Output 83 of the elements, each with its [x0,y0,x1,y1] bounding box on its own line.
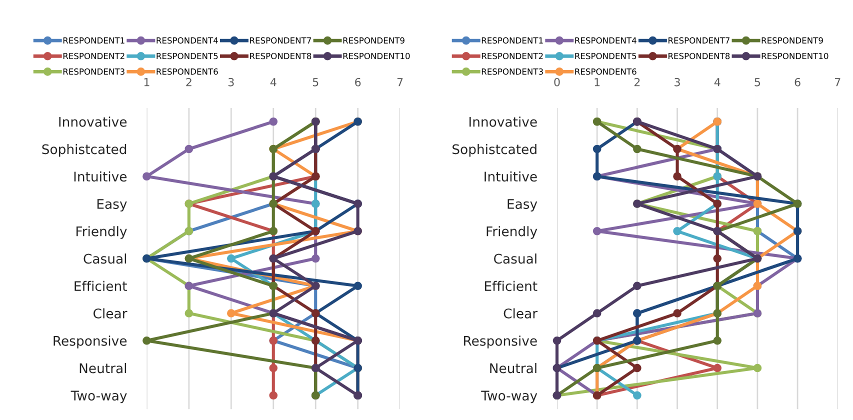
y-tick-label: Sophistcated [452,144,536,157]
point [673,172,682,181]
y-tick-label: Casual [84,253,126,264]
y-tick-label: Clear [504,308,538,318]
point [552,336,562,345]
y-tick-label: Innovative [59,116,127,127]
legend-label: RESPONDENT3 [63,68,124,75]
y-tick-label: Sophistcated [42,144,126,157]
legend-label: RESPONDENT6 [156,68,218,75]
point [673,226,682,236]
y-tick-label: Friendly [76,226,127,239]
legend-label: RESPONDENT10 [762,52,828,60]
legend-label: RESPONDENT3 [482,68,543,75]
point [673,309,682,318]
x-tick-label: 7 [835,78,840,86]
legend-label: RESPONDENT10 [343,52,410,60]
y-tick-label: Casual [494,253,536,264]
x-tick-label: 3 [228,78,234,86]
x-tick-label: 3 [674,78,680,86]
point [269,117,278,126]
y-tick-label: Neutral [80,363,126,374]
point [269,364,278,372]
point [226,254,236,263]
legend-label: RESPONDENT9 [762,37,823,44]
legend-label: RESPONDENT6 [575,68,636,75]
legend-label: RESPONDENT7 [250,37,311,44]
y-tick-label: Neutral [490,363,536,374]
y-tick-label: Two-way [481,390,538,404]
x-tick-label: 2 [186,78,192,86]
y-tick-label: Responsive [464,336,537,348]
x-tick-label: 4 [714,78,720,86]
y-tick-label: Friendly [486,226,538,239]
x-tick-label: 7 [397,78,403,86]
legend-label: RESPONDENT2 [63,52,124,60]
point [184,309,194,318]
point [269,391,278,400]
legend-label: RESPONDENT1 [63,37,124,44]
y-tick-label: Intuitive [74,171,127,182]
y-tick-label: Efficient [74,280,127,292]
y-tick-label: Intuitive [484,171,537,182]
point [354,282,362,290]
point [592,309,602,318]
legend-label: RESPONDENT5 [575,52,636,60]
legend-label: RESPONDENT1 [482,37,543,44]
point [713,336,722,345]
legend-label: RESPONDENT4 [156,37,218,44]
x-tick-label: 1 [144,78,150,86]
legend-label: RESPONDENT7 [668,37,730,44]
point [713,254,722,263]
x-tick-label: 5 [312,78,318,86]
legend-label: RESPONDENT2 [482,52,543,60]
y-tick-label: Two-way [70,390,127,404]
legend-label: RESPONDENT8 [668,52,730,60]
x-tick-label: 5 [754,78,760,86]
x-tick-label: 1 [594,78,600,86]
point [633,282,642,290]
x-tick-label: 6 [794,78,800,86]
y-tick-label: Responsive [54,336,127,348]
y-tick-label: Easy [508,199,538,212]
y-tick-label: Easy [97,199,127,212]
point [142,336,151,345]
point [633,364,642,372]
point [713,364,722,372]
x-tick-label: 2 [634,78,640,86]
y-tick-label: Innovative [470,116,537,127]
point [633,144,642,154]
point [184,144,194,154]
x-tick-label: 6 [355,78,361,86]
point [592,226,602,236]
x-tick-label: 0 [554,78,560,86]
legend-label: RESPONDENT5 [156,52,218,60]
point [753,364,762,372]
point [142,172,151,181]
legend-label: RESPONDENT8 [250,52,312,60]
point [311,254,320,263]
point [592,144,602,154]
point [226,309,236,318]
x-tick-label: 4 [270,78,276,86]
legend-label: RESPONDENT9 [343,37,404,44]
point [633,391,642,400]
y-tick-label: Efficient [484,280,538,292]
legend-label: RESPONDENT4 [575,37,636,44]
y-tick-label: Clear [94,308,128,318]
